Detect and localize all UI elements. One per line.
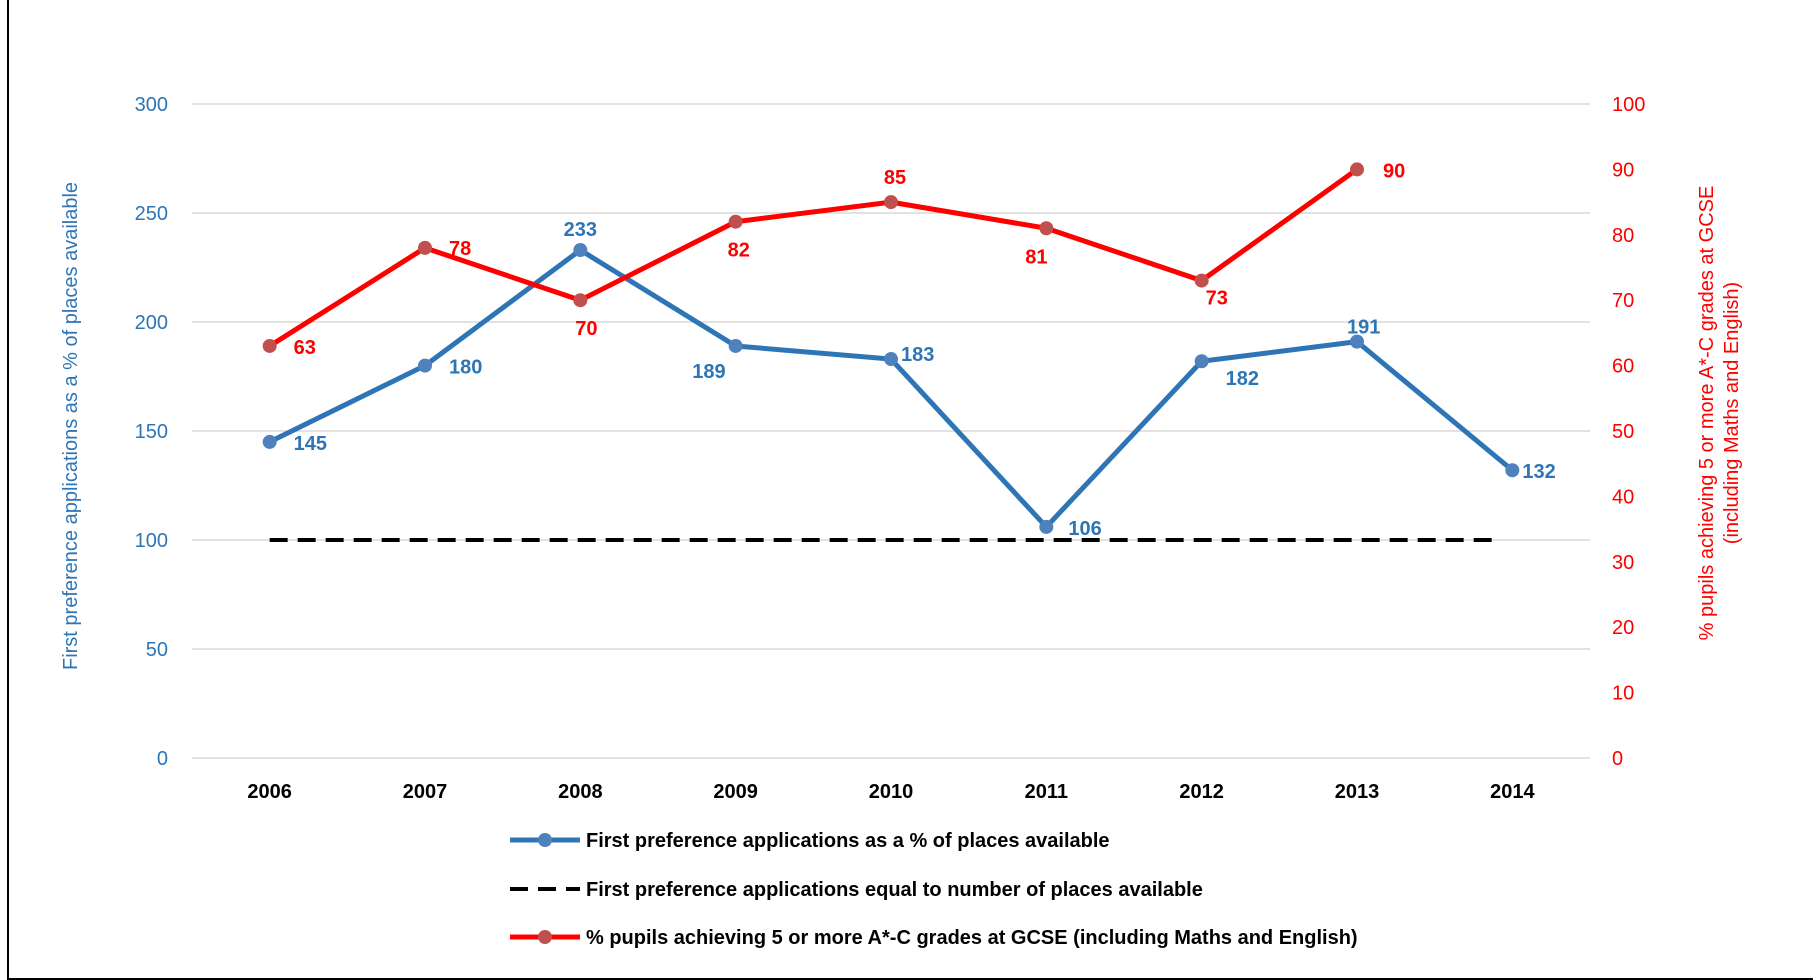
data-label-applications: 180 <box>449 357 482 379</box>
data-label-applications: 132 <box>1522 461 1555 483</box>
marker-gcse <box>418 241 432 255</box>
x-tick-label: 2007 <box>403 781 448 803</box>
x-tick-label: 2012 <box>1179 781 1224 803</box>
marker-applications <box>263 435 277 449</box>
marker-gcse <box>884 195 898 209</box>
x-tick-label: 2010 <box>869 781 914 803</box>
left-axis-ticks: 0 50 100 150 200 250 300 <box>135 94 168 770</box>
marker-applications <box>884 352 898 366</box>
marker-gcse <box>1350 162 1364 176</box>
data-label-gcse: 90 <box>1383 160 1405 182</box>
left-tick-label: 100 <box>135 530 168 552</box>
right-tick-label: 60 <box>1612 356 1634 378</box>
data-label-gcse: 78 <box>449 238 471 260</box>
data-label-gcse: 63 <box>294 337 316 359</box>
right-tick-label: 50 <box>1612 421 1634 443</box>
marker-applications <box>729 339 743 353</box>
x-tick-label: 2008 <box>558 781 603 803</box>
marker-applications <box>1505 463 1519 477</box>
data-label-applications: 145 <box>294 433 327 455</box>
marker-applications <box>1039 520 1053 534</box>
marker-gcse <box>1039 221 1053 235</box>
right-tick-label: 70 <box>1612 290 1634 312</box>
marker-applications <box>573 243 587 257</box>
left-tick-label: 50 <box>146 639 168 661</box>
right-tick-label: 40 <box>1612 486 1634 508</box>
data-label-gcse: 85 <box>884 167 906 189</box>
data-label-applications: 183 <box>901 344 934 366</box>
legend-label-applications: First preference applications as a % of … <box>586 830 1110 852</box>
legend: First preference applications as a % of … <box>510 830 1358 949</box>
data-label-applications: 191 <box>1347 317 1380 339</box>
x-tick-label: 2011 <box>1025 781 1068 803</box>
data-label-applications: 233 <box>564 219 597 241</box>
legend-item-gcse: % pupils achieving 5 or more A*-C grades… <box>510 927 1358 949</box>
left-tick-label: 300 <box>135 94 168 116</box>
marker-gcse <box>573 293 587 307</box>
legend-item-equal-places: First preference applications equal to n… <box>510 879 1203 901</box>
legend-label-equal-places: First preference applications equal to n… <box>586 879 1203 901</box>
marker-applications <box>418 359 432 373</box>
left-tick-label: 250 <box>135 203 168 225</box>
data-label-applications: 189 <box>692 361 725 383</box>
marker-gcse <box>729 215 743 229</box>
data-label-gcse: 81 <box>1025 246 1047 268</box>
right-tick-label: 30 <box>1612 552 1634 574</box>
right-axis-ticks: 0 10 20 30 40 50 60 70 80 90 100 <box>1612 94 1645 770</box>
right-tick-label: 0 <box>1612 748 1623 770</box>
right-tick-label: 90 <box>1612 159 1634 181</box>
right-tick-label: 20 <box>1612 617 1634 639</box>
right-tick-label: 80 <box>1612 225 1634 247</box>
right-tick-label: 100 <box>1612 94 1645 116</box>
data-label-gcse: 73 <box>1206 288 1228 310</box>
left-tick-label: 150 <box>135 421 168 443</box>
x-axis-ticks: 2006 2007 2008 2009 2010 2011 2012 2013 2014 <box>247 781 1535 803</box>
x-tick-label: 2013 <box>1335 781 1380 803</box>
x-tick-label: 2009 <box>713 781 758 803</box>
right-tick-label: 10 <box>1612 683 1634 705</box>
series-line-applications <box>270 250 1513 527</box>
data-label-gcse: 82 <box>728 240 750 262</box>
legend-item-applications: First preference applications as a % of … <box>510 830 1110 852</box>
x-tick-label: 2006 <box>247 781 292 803</box>
left-tick-label: 200 <box>135 312 168 334</box>
legend-marker-applications <box>538 833 552 847</box>
legend-label-gcse: % pupils achieving 5 or more A*-C grades… <box>586 927 1358 949</box>
left-axis-title: First preference applications as a % of … <box>60 182 82 670</box>
data-label-gcse: 70 <box>575 318 597 340</box>
data-label-applications: 106 <box>1068 518 1101 540</box>
marker-gcse <box>263 339 277 353</box>
marker-gcse <box>1195 274 1209 288</box>
x-tick-label: 2014 <box>1490 781 1535 803</box>
left-tick-label: 0 <box>157 748 168 770</box>
marker-applications <box>1195 354 1209 368</box>
right-axis-title-line1: % pupils achieving 5 or more A*-C grades… <box>1696 186 1718 641</box>
legend-marker-gcse <box>538 930 552 944</box>
series-line-gcse <box>270 169 1357 346</box>
data-label-applications: 182 <box>1226 368 1259 390</box>
right-axis-title-line2: (including Maths and English) <box>1721 282 1743 544</box>
